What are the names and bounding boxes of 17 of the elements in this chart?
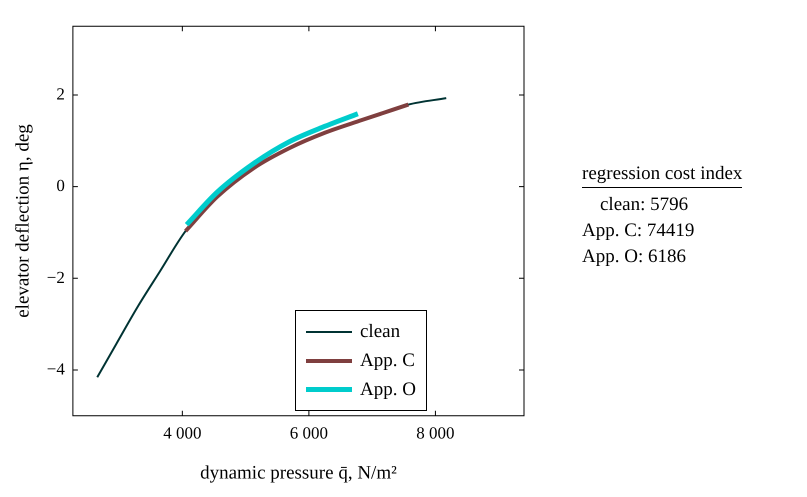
y-axis-title: elevator deflection η, deg — [12, 124, 34, 318]
y-tick-label: −4 — [46, 359, 66, 378]
y-tick-label: −2 — [46, 268, 65, 287]
legend-label: App. O — [360, 378, 416, 400]
text: App. C: 74419 — [582, 219, 696, 243]
x-axis-title: dynamic pressure q̄, N/m² — [200, 462, 398, 484]
x-tick-label: 4 000 — [163, 423, 202, 442]
y-tick-label: 0 — [56, 176, 65, 196]
text: regression cost index — [582, 161, 742, 188]
text: clean: 5796 — [599, 193, 690, 217]
legend-label: App. C — [360, 350, 415, 372]
x-tick-label: 6 000 — [290, 423, 328, 442]
x-tick-label: 8 000 — [416, 423, 455, 442]
text: App. O: 6186 — [582, 245, 687, 269]
line-series — [184, 102, 410, 234]
y-tick-label: 2 — [56, 84, 65, 104]
legend-label: clean — [360, 320, 400, 342]
